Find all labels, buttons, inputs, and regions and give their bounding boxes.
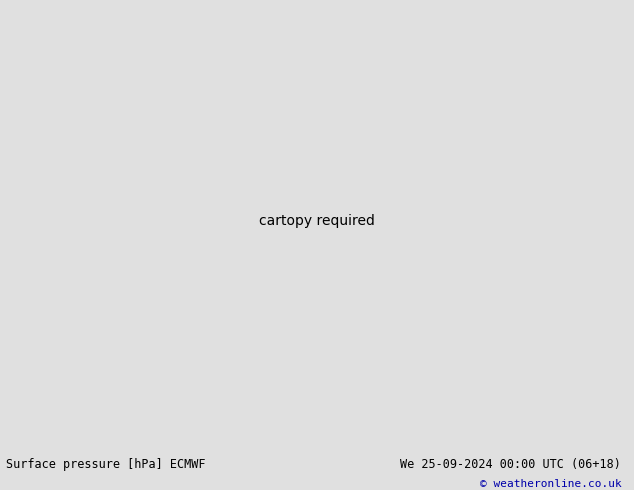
Text: cartopy required: cartopy required bbox=[259, 215, 375, 228]
Text: Surface pressure [hPa] ECMWF: Surface pressure [hPa] ECMWF bbox=[6, 458, 206, 471]
Text: We 25-09-2024 00:00 UTC (06+18): We 25-09-2024 00:00 UTC (06+18) bbox=[401, 458, 621, 471]
Text: © weatheronline.co.uk: © weatheronline.co.uk bbox=[479, 479, 621, 489]
